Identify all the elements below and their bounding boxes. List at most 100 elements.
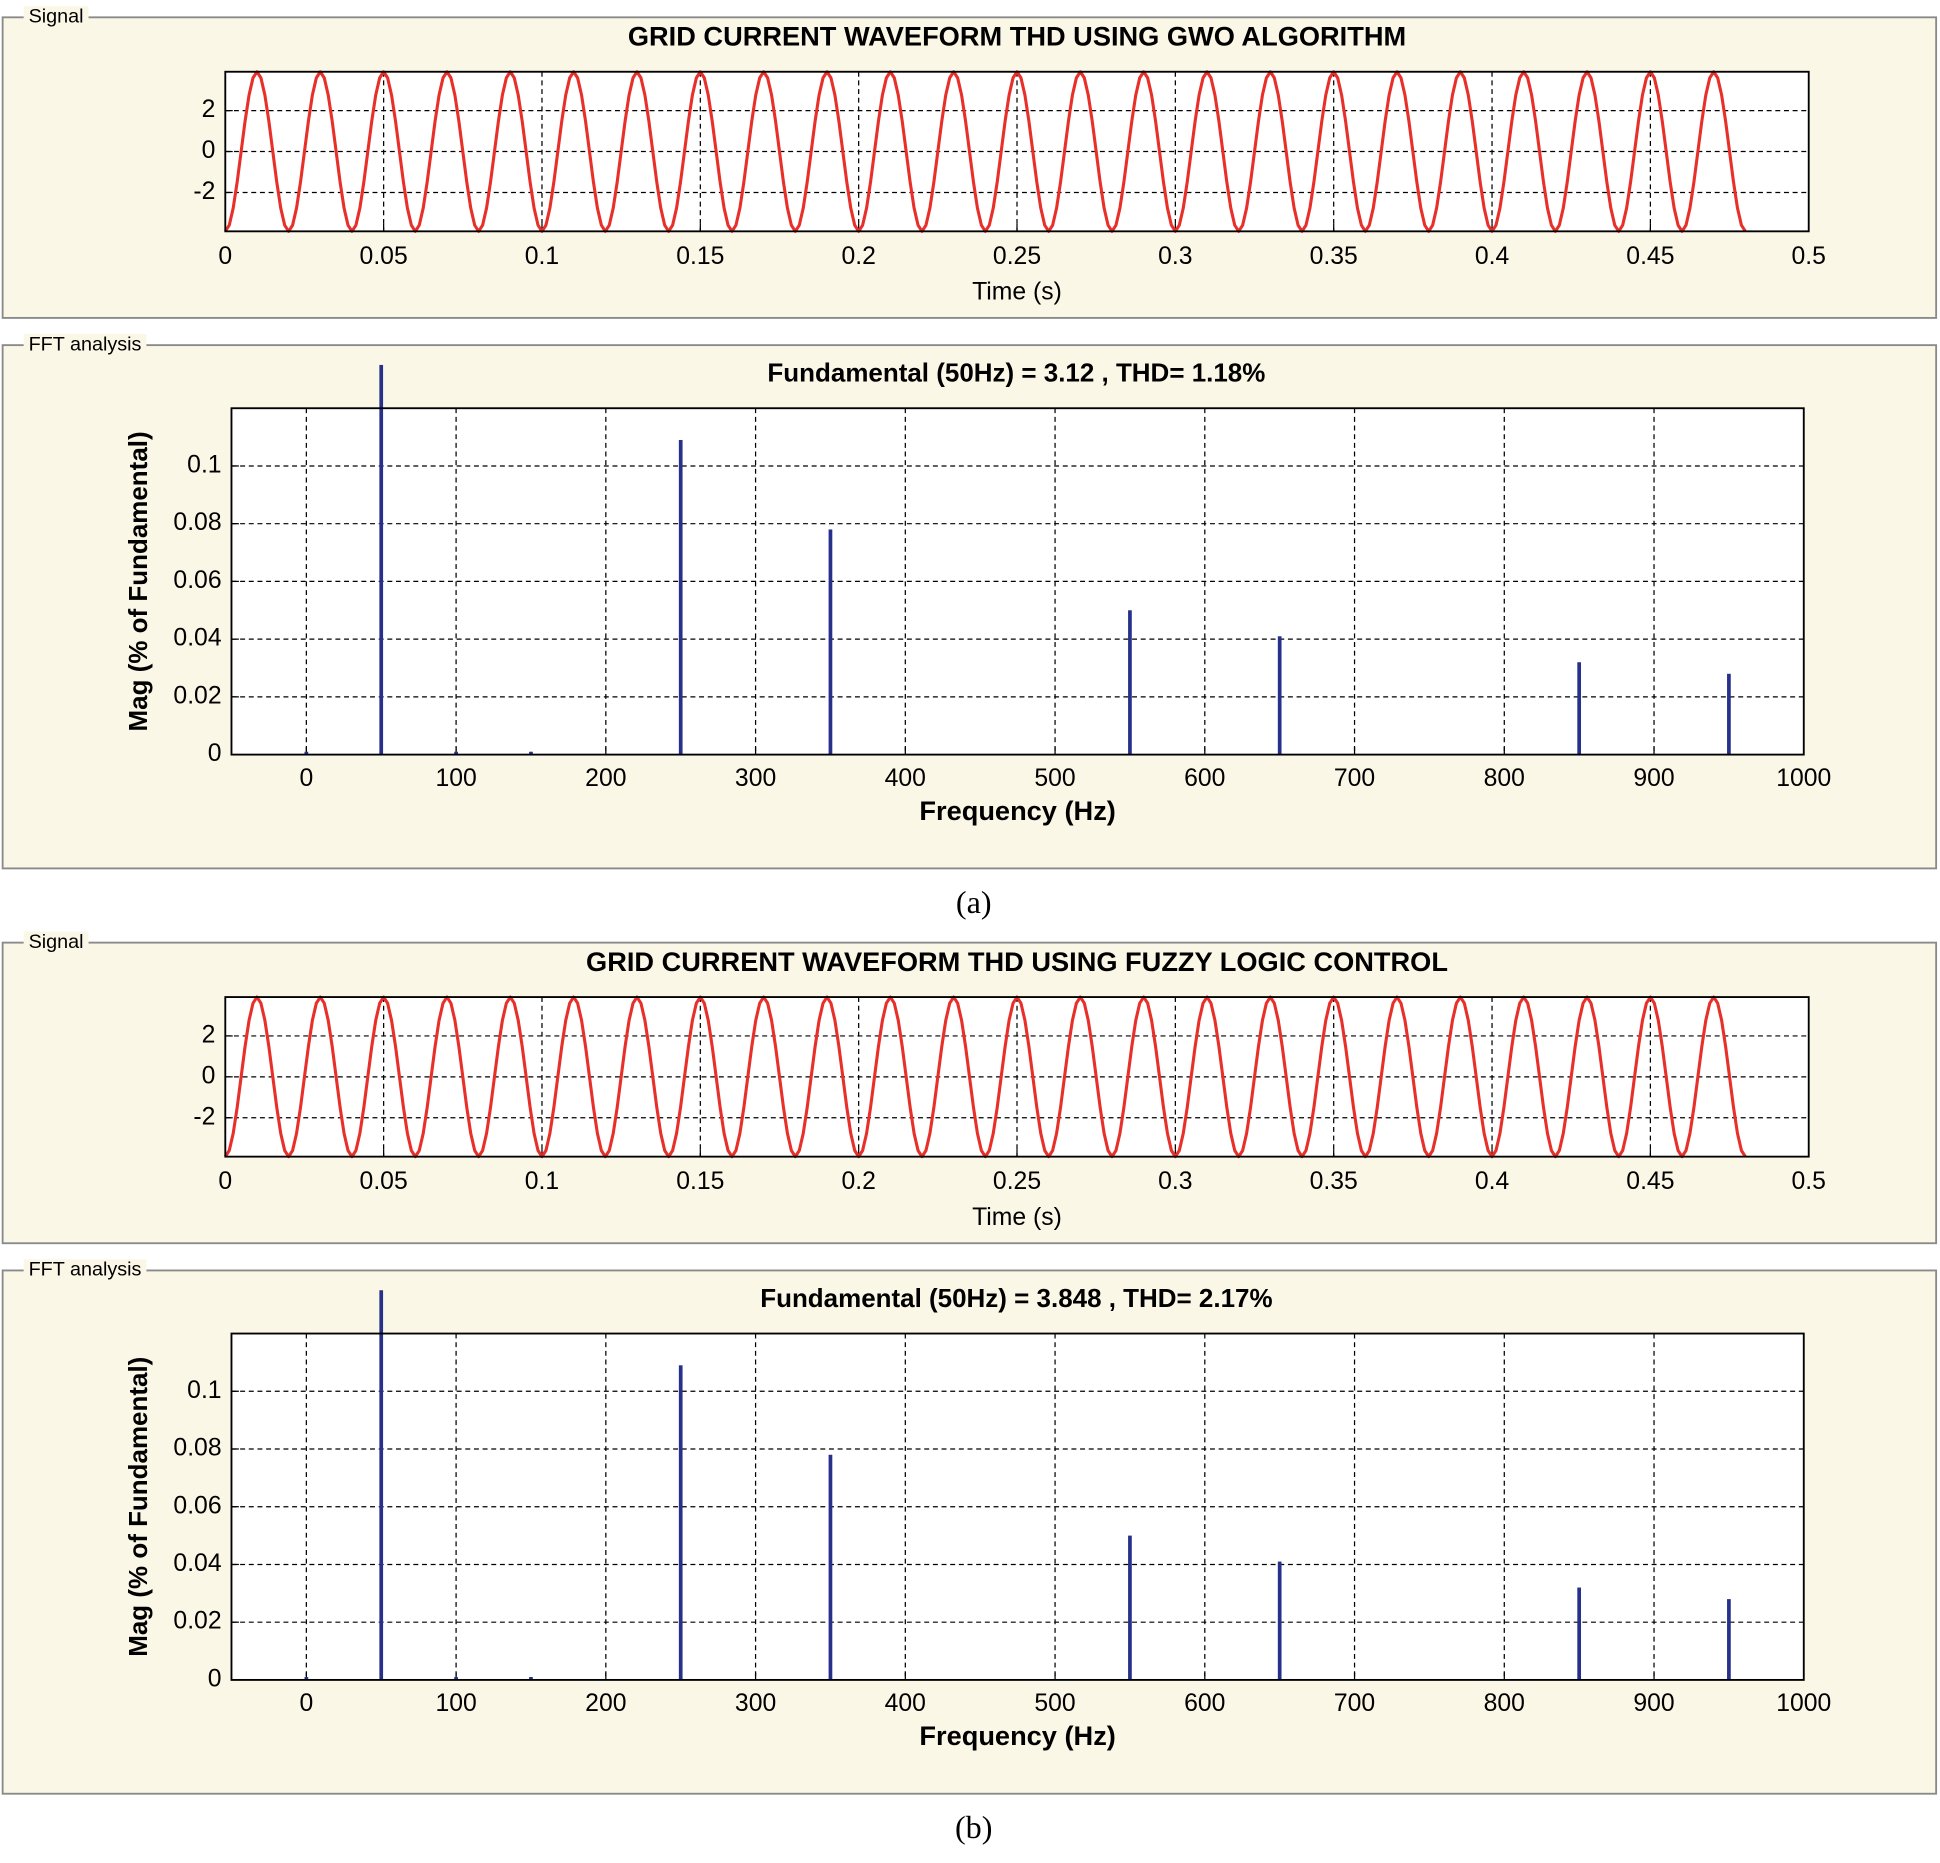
spectrum-stem: [828, 529, 833, 755]
x-tick-label: 500: [1034, 1690, 1075, 1717]
spectrum-stem: [828, 1454, 833, 1680]
x-tick-label: 700: [1334, 765, 1375, 792]
x-tick-label: 0.05: [360, 243, 408, 270]
y-tick-label: 0.08: [173, 1435, 221, 1462]
x-tick-label: 400: [885, 765, 926, 792]
chart-title: GRID CURRENT WAVEFORM THD USING FUZZY LO…: [586, 946, 1448, 977]
x-tick-label: 900: [1633, 765, 1674, 792]
y-tick-label: 0: [202, 1062, 216, 1089]
x-tick-label: 0.5: [1792, 1168, 1826, 1195]
x-tick-label: 0.5: [1792, 243, 1826, 270]
y-tick-label: 0: [208, 1665, 222, 1692]
axes-box: [224, 70, 1810, 233]
spectrum-stem: [1577, 662, 1582, 755]
x-tick-label: 0.25: [993, 243, 1041, 270]
spectrum-stem: [1128, 610, 1132, 755]
y-axis-label: Mag (% of Fundamental): [123, 431, 153, 731]
x-tick-label: 0: [218, 243, 232, 270]
y-axis-label: Mag (% of Fundamental): [123, 1357, 153, 1657]
spectrum-stem: [379, 364, 384, 755]
spectrum-stem: [379, 1290, 384, 1680]
x-tick-label: 0.15: [676, 243, 724, 270]
x-tick-label: 600: [1184, 1690, 1225, 1717]
panel-label: Signal: [29, 6, 84, 28]
y-tick-label: 0.04: [173, 1550, 221, 1577]
y-tick-label: 0.06: [173, 567, 221, 594]
x-tick-label: 0.2: [841, 1168, 875, 1195]
x-axis-label: Frequency (Hz): [919, 795, 1116, 826]
y-tick-label: 0.02: [173, 682, 221, 709]
spectrum-stem: [1277, 636, 1282, 755]
spectrum-stem: [304, 1677, 309, 1680]
y-tick-label: -2: [193, 1103, 215, 1130]
panel-label-bg: [23, 334, 147, 357]
figure-caption: (a): [956, 884, 992, 920]
spectrum-stem: [1577, 1587, 1582, 1680]
panel-label: FFT analysis: [29, 1259, 142, 1281]
y-tick-label: 0.1: [187, 451, 221, 478]
axes-box: [230, 1332, 1805, 1681]
x-tick-label: 0.05: [360, 1168, 408, 1195]
chart-title: Fundamental (50Hz) = 3.848 , THD= 2.17%: [760, 1283, 1272, 1313]
panel-label-bg: [23, 6, 89, 29]
x-tick-label: 0.25: [993, 1168, 1041, 1195]
figure-caption: (b): [955, 1809, 993, 1845]
x-tick-label: 500: [1034, 765, 1075, 792]
axes-box: [224, 996, 1810, 1158]
chart-title: Fundamental (50Hz) = 3.12 , THD= 1.18%: [767, 358, 1265, 388]
spectrum-stem: [454, 1677, 458, 1680]
panel: Signal GRID CURRENT WAVEFORM THD USING GW…: [1, 6, 1938, 319]
x-tick-label: 200: [585, 1690, 626, 1717]
y-tick-label: 0.08: [173, 509, 221, 536]
x-tick-label: 0.1: [525, 243, 559, 270]
spectrum-stem: [1128, 1535, 1132, 1680]
x-tick-label: 800: [1484, 765, 1525, 792]
x-tick-label: 900: [1633, 1690, 1674, 1717]
spectrum-stem: [678, 1365, 683, 1680]
spectrum-stem: [529, 751, 533, 755]
y-tick-label: -2: [193, 178, 215, 205]
x-tick-label: 1000: [1776, 1690, 1831, 1717]
x-axis-label: Frequency (Hz): [919, 1720, 1116, 1751]
x-tick-label: 0.3: [1158, 243, 1192, 270]
x-tick-label: 0.15: [676, 1168, 724, 1195]
y-tick-label: 2: [202, 1021, 216, 1048]
panel-label-bg: [23, 1259, 147, 1282]
x-axis-label: Time (s): [972, 279, 1062, 306]
y-tick-label: 0.06: [173, 1492, 221, 1519]
panel: Signal GRID CURRENT WAVEFORM THD USING FU…: [1, 931, 1938, 1245]
x-tick-label: 0.1: [525, 1168, 559, 1195]
y-tick-label: 0.1: [187, 1377, 221, 1404]
spectrum-stem: [304, 751, 309, 755]
x-tick-label: 400: [885, 1690, 926, 1717]
x-tick-label: 200: [585, 765, 626, 792]
x-tick-label: 300: [735, 765, 776, 792]
x-tick-label: 1000: [1776, 765, 1831, 792]
spectrum-stem: [454, 751, 458, 755]
x-tick-label: 0.2: [841, 243, 875, 270]
y-tick-label: 0.04: [173, 625, 221, 652]
spectrum-stem: [1277, 1561, 1282, 1680]
x-tick-label: 0.35: [1310, 243, 1358, 270]
axes-box: [230, 407, 1805, 756]
x-tick-label: 0.4: [1475, 1168, 1510, 1195]
x-tick-label: 0.3: [1158, 1168, 1192, 1195]
x-tick-label: 0.35: [1310, 1168, 1358, 1195]
x-tick-label: 600: [1184, 765, 1225, 792]
panel-label: Signal: [29, 931, 84, 953]
x-tick-label: 0: [299, 765, 313, 792]
x-tick-label: 0: [218, 1168, 232, 1195]
spectrum-stem: [1727, 673, 1731, 755]
x-tick-label: 0.45: [1626, 243, 1674, 270]
x-tick-label: 300: [735, 1690, 776, 1717]
x-tick-label: 800: [1484, 1690, 1525, 1717]
y-tick-label: 0: [208, 740, 222, 767]
y-tick-label: 0: [202, 137, 216, 164]
panel-label-bg: [23, 931, 89, 954]
panel-label: FFT analysis: [29, 333, 142, 355]
x-axis-label: Time (s): [972, 1204, 1062, 1231]
panel: FFT analysis Fundamental (50Hz) = 3.12 , …: [1, 333, 1938, 870]
y-tick-label: 0.02: [173, 1608, 221, 1635]
x-tick-label: 100: [435, 765, 476, 792]
